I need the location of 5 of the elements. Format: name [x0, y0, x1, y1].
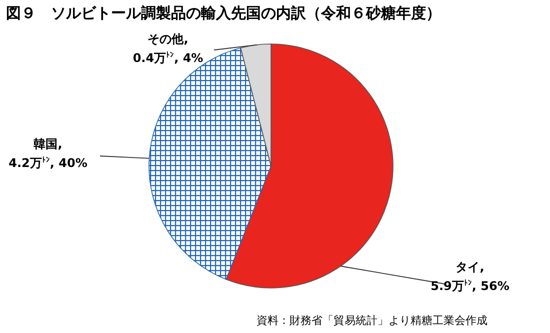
text: 資料：財務省「貿易統計」より精糖工業会作成 — [256, 313, 488, 328]
slice-label: タイ,5.9万$^{ﾄﾝ}$, 56% — [430, 259, 510, 295]
slice-label: その他,0.4万$^{ﾄﾝ}$, 4% — [132, 31, 204, 67]
slice-label: 韓国,4.2万$^{ﾄﾝ}$, 40% — [8, 136, 88, 172]
chart-title: 図９ ソルビトール調製品の輸入先国の内訳（令和６砂糖年度） — [6, 4, 441, 23]
